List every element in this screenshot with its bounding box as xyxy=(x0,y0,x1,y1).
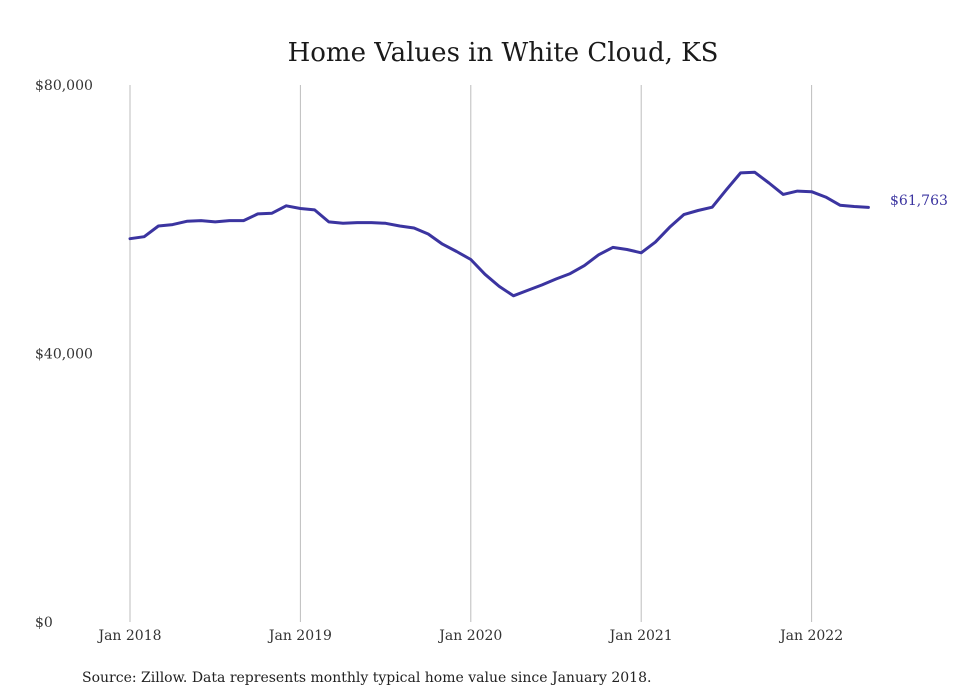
x-tick-label: Jan 2019 xyxy=(267,628,332,644)
series-line xyxy=(128,170,870,298)
end-value-label: $61,763 xyxy=(890,193,948,209)
vertical-gridlines xyxy=(129,85,813,622)
y-tick-label: $80,000 xyxy=(35,78,93,94)
y-tick-label: $40,000 xyxy=(35,347,93,363)
y-axis-tick-labels: $80,000 $40,000 $0 xyxy=(35,78,93,631)
x-tick-label: Jan 2021 xyxy=(608,628,673,644)
source-note: Source: Zillow. Data represents monthly … xyxy=(82,670,651,686)
chart-title: Home Values in White Cloud, KS xyxy=(288,38,719,68)
x-tick-label: Jan 2022 xyxy=(778,628,843,644)
x-tick-label: Jan 2018 xyxy=(96,628,161,644)
y-tick-label: $0 xyxy=(35,615,53,631)
x-axis-tick-labels: Jan 2018 Jan 2019 Jan 2020 Jan 2021 Jan 2022 xyxy=(96,628,843,644)
series-line-layer xyxy=(128,170,870,298)
x-tick-label: Jan 2020 xyxy=(437,628,502,644)
